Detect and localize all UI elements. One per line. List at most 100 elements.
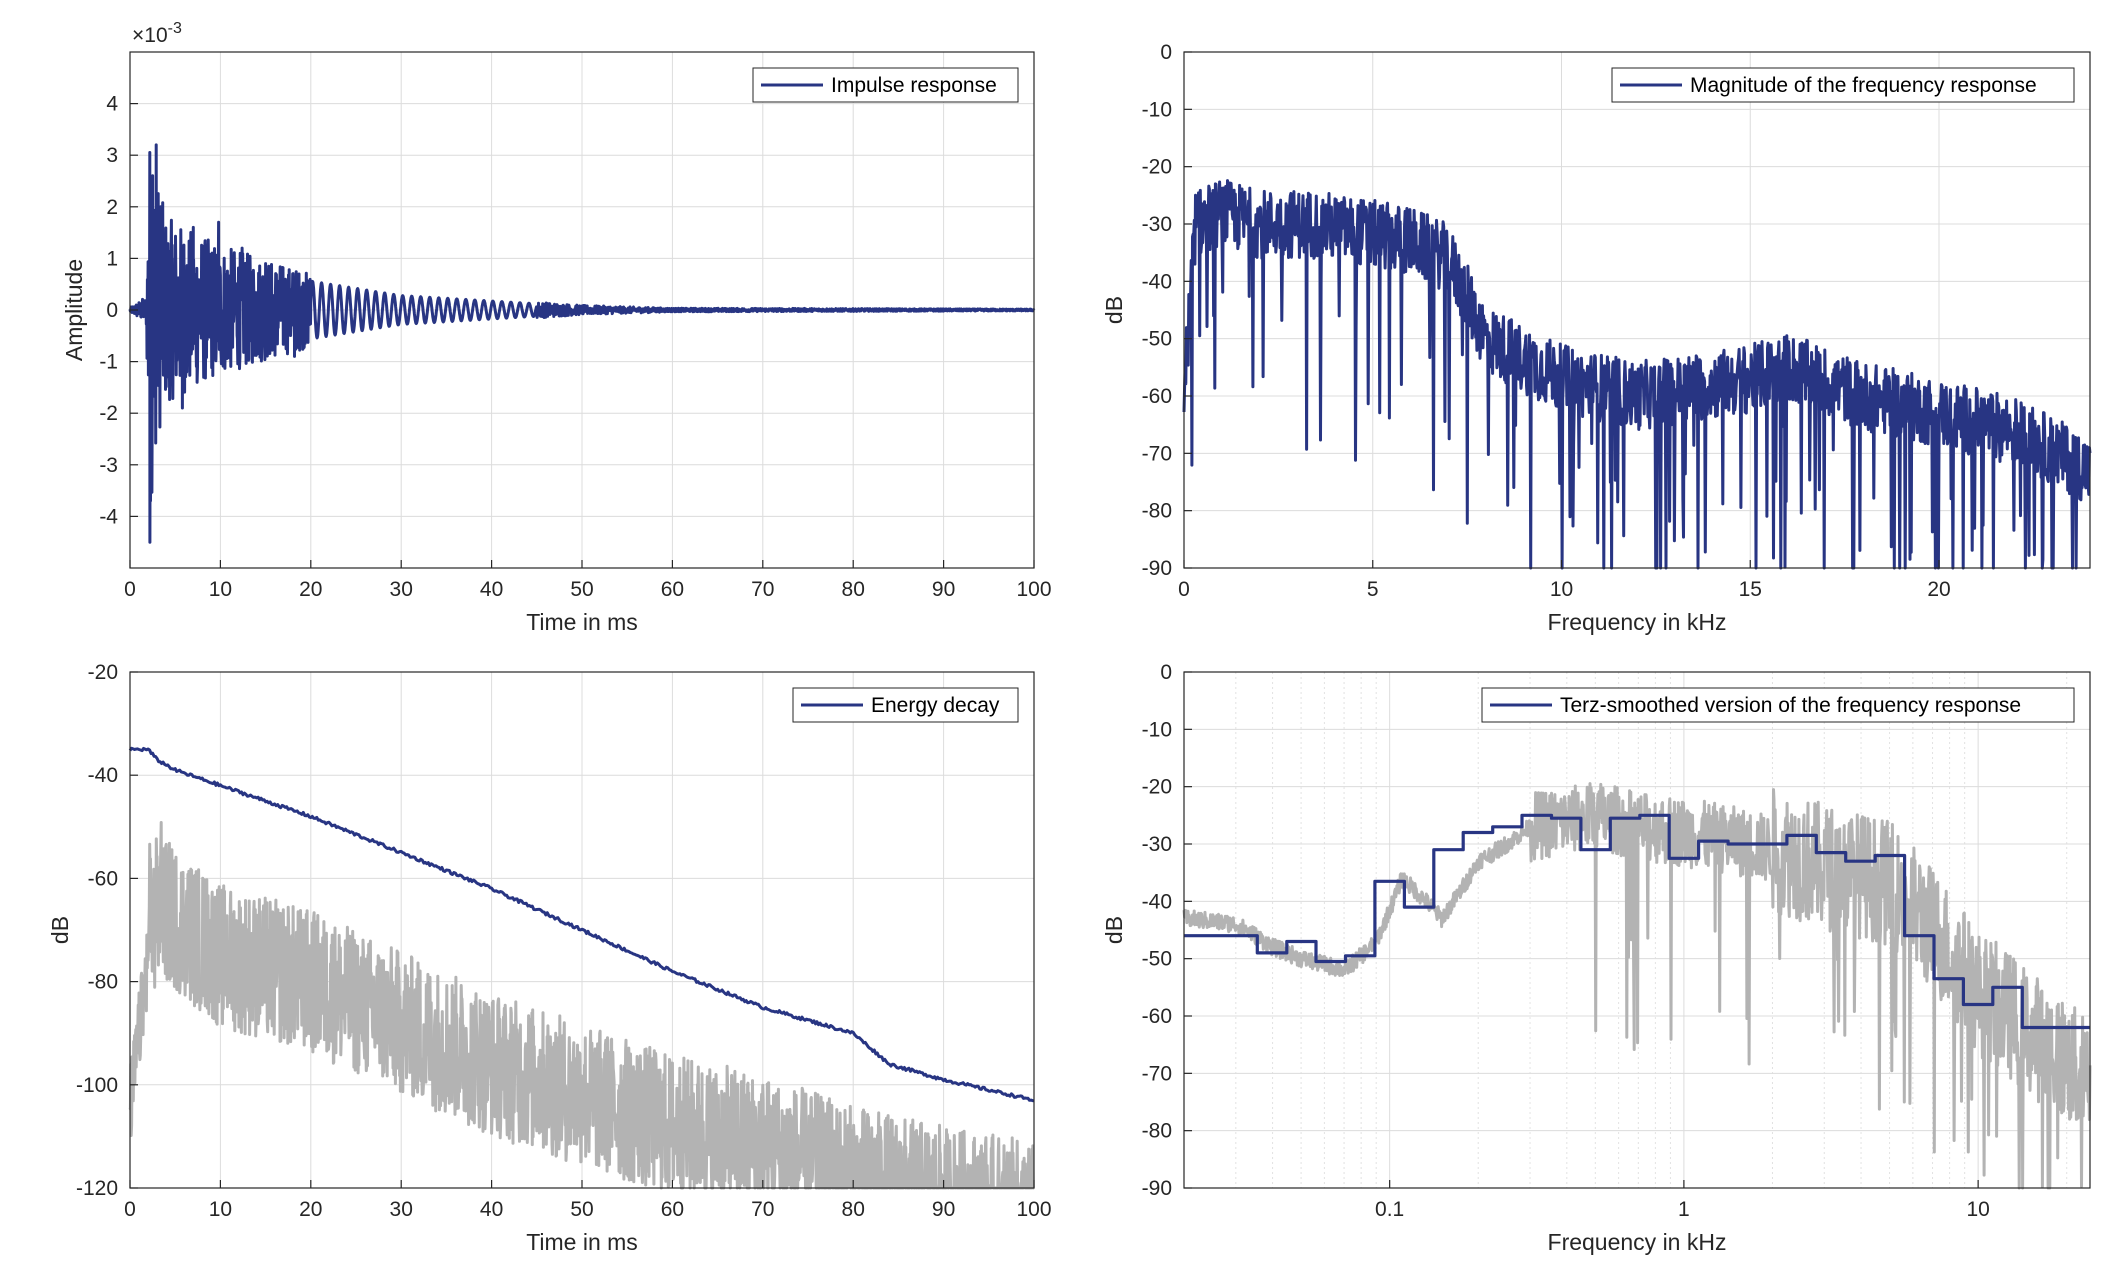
- y-axis-label: Amplitude: [61, 259, 87, 361]
- x-axis-label: Time in ms: [526, 1229, 638, 1255]
- x-tick-labels: 0 10 20 30 40 50 60 70 80 90 100: [124, 1180, 1052, 1221]
- x-tick-label: 5: [1367, 578, 1379, 601]
- x-tick-label: 50: [570, 578, 593, 601]
- terz-smoothed-line: [1184, 813, 2090, 1030]
- x-tick-label: 20: [299, 578, 322, 601]
- y-tick-labels: 0 -10 -20 -30 -40 -50 -60 -70 -80 -90: [1142, 661, 1192, 1200]
- y-tick-label: -10: [1142, 98, 1172, 121]
- y-tick-label: -120: [76, 1177, 118, 1200]
- y-tick-label: -2: [99, 402, 118, 425]
- plot-frame: [1183, 51, 2091, 569]
- x-tick-label: 70: [751, 1198, 774, 1221]
- x-tick-label: 70: [751, 578, 774, 601]
- x-axis-label: Frequency in kHz: [1548, 609, 1727, 635]
- y-tick-label: -60: [88, 867, 118, 890]
- y-tick-label: 4: [106, 93, 118, 116]
- y-tick-label: -10: [1142, 718, 1172, 741]
- magnitude-response-line: [1182, 179, 2092, 570]
- y-tick-label: -80: [1142, 500, 1172, 523]
- legend-text: Impulse response: [831, 74, 997, 97]
- x-tick-label: 0: [124, 1198, 136, 1221]
- y-tick-label: -20: [1142, 156, 1172, 179]
- legend: Energy decay: [792, 687, 1019, 723]
- y-tick-label: -50: [1142, 948, 1172, 971]
- terz-smoothed-chart: 0.1 1 10 0 -10 -20 -30 -40 -50 -60 -70 -80 -90 Freq…: [1101, 661, 2092, 1255]
- x-tick-label: 100: [1016, 1198, 1051, 1221]
- x-tick-label: 10: [1966, 1198, 1989, 1221]
- y-tick-label: -20: [1142, 776, 1172, 799]
- x-tick-labels: 0 10 20 30 40 50 60 70 80 90 100: [124, 560, 1052, 601]
- x-tick-label: 80: [842, 578, 865, 601]
- series-layer: [128, 746, 1035, 1103]
- x-tick-label: 60: [661, 1198, 684, 1221]
- gray-series: [1182, 782, 2092, 1190]
- y-tick-label: -80: [88, 971, 118, 994]
- series-layer: [1182, 179, 2092, 570]
- y-tick-label: 3: [106, 144, 118, 167]
- y-tick-label: -40: [88, 764, 118, 787]
- y-tick-label: -80: [1142, 1120, 1172, 1143]
- x-tick-label: 30: [390, 1198, 413, 1221]
- x-tick-label: 10: [209, 578, 232, 601]
- plot-frame: [1183, 671, 2091, 1189]
- legend-text: Terz-smoothed version of the frequency r…: [1560, 694, 2021, 717]
- y-tick-label: -30: [1142, 833, 1172, 856]
- y-tick-label: -40: [1142, 270, 1172, 293]
- x-tick-label: 30: [390, 578, 413, 601]
- x-axis-label: Time in ms: [526, 609, 638, 635]
- y-tick-labels: -4 -3 -2 -1 0 1 2 3 4: [99, 93, 138, 528]
- legend-text: Magnitude of the frequency response: [1690, 74, 2037, 97]
- y-tick-label: -1: [99, 351, 118, 374]
- legend: Impulse response: [752, 67, 1019, 103]
- x-tick-label: 90: [932, 1198, 955, 1221]
- x-tick-label: 10: [209, 1198, 232, 1221]
- y-tick-label: 0: [1160, 41, 1172, 64]
- x-tick-label: 40: [480, 1198, 503, 1221]
- x-tick-label: 10: [1550, 578, 1573, 601]
- y-tick-label: 2: [106, 196, 118, 219]
- energy-decay-line: [128, 746, 1035, 1103]
- series-layer: [128, 143, 1036, 544]
- x-tick-label: 0.1: [1375, 1198, 1404, 1221]
- x-tick-label: 50: [570, 1198, 593, 1221]
- x-tick-label: 0: [1178, 578, 1190, 601]
- y-tick-label: -70: [1142, 1062, 1172, 1085]
- y-tick-label: -90: [1142, 1177, 1172, 1200]
- legend: Terz-smoothed version of the frequency r…: [1481, 687, 2075, 723]
- y-tick-label: -70: [1142, 442, 1172, 465]
- x-tick-label: 40: [480, 578, 503, 601]
- y-tick-label: -20: [88, 661, 118, 684]
- y-tick-label: 0: [106, 299, 118, 322]
- impulse-response-chart: 0 10 20 30 40 50 60 70 80 90 100 -4 -3 -2 -1 0 1 2 3 4 Tim…: [61, 20, 1052, 635]
- y-tick-label: 1: [106, 247, 118, 270]
- y-axis-label: dB: [1101, 296, 1127, 324]
- legend: Magnitude of the frequency response: [1611, 67, 2075, 103]
- y-axis-label: dB: [1101, 916, 1127, 944]
- y-tick-label: -4: [99, 505, 118, 528]
- legend-text: Energy decay: [871, 694, 1000, 717]
- x-tick-label: 20: [299, 1198, 322, 1221]
- y-tick-label: 0: [1160, 661, 1172, 684]
- x-axis-label: Frequency in kHz: [1548, 1229, 1727, 1255]
- y-axis-label: dB: [47, 916, 73, 944]
- y-tick-label: -100: [76, 1074, 118, 1097]
- y-tick-label: -50: [1142, 328, 1172, 351]
- series-layer: [1184, 813, 2090, 1030]
- x-tick-label: 60: [661, 578, 684, 601]
- y-tick-labels: -20 -40 -60 -80 -100 -120: [76, 661, 138, 1200]
- x-tick-label: 80: [842, 1198, 865, 1221]
- legend-box: [1611, 67, 2075, 103]
- x-tick-label: 100: [1016, 578, 1051, 601]
- x-tick-label: 90: [932, 578, 955, 601]
- x-tick-label: 15: [1739, 578, 1762, 601]
- y-tick-label: -40: [1142, 890, 1172, 913]
- x-tick-label: 20: [1927, 578, 1950, 601]
- legend-box: [1481, 687, 2075, 723]
- x-tick-label: 0: [124, 578, 136, 601]
- y-tick-labels: 0 -10 -20 -30 -40 -50 -60 -70 -80 -90: [1142, 41, 1192, 580]
- y-tick-label: -3: [99, 454, 118, 477]
- terz-gray-line: [1182, 782, 2092, 1190]
- x-tick-labels: 0 5 10 15 20: [1178, 560, 1951, 601]
- y-tick-label: -60: [1142, 1005, 1172, 1028]
